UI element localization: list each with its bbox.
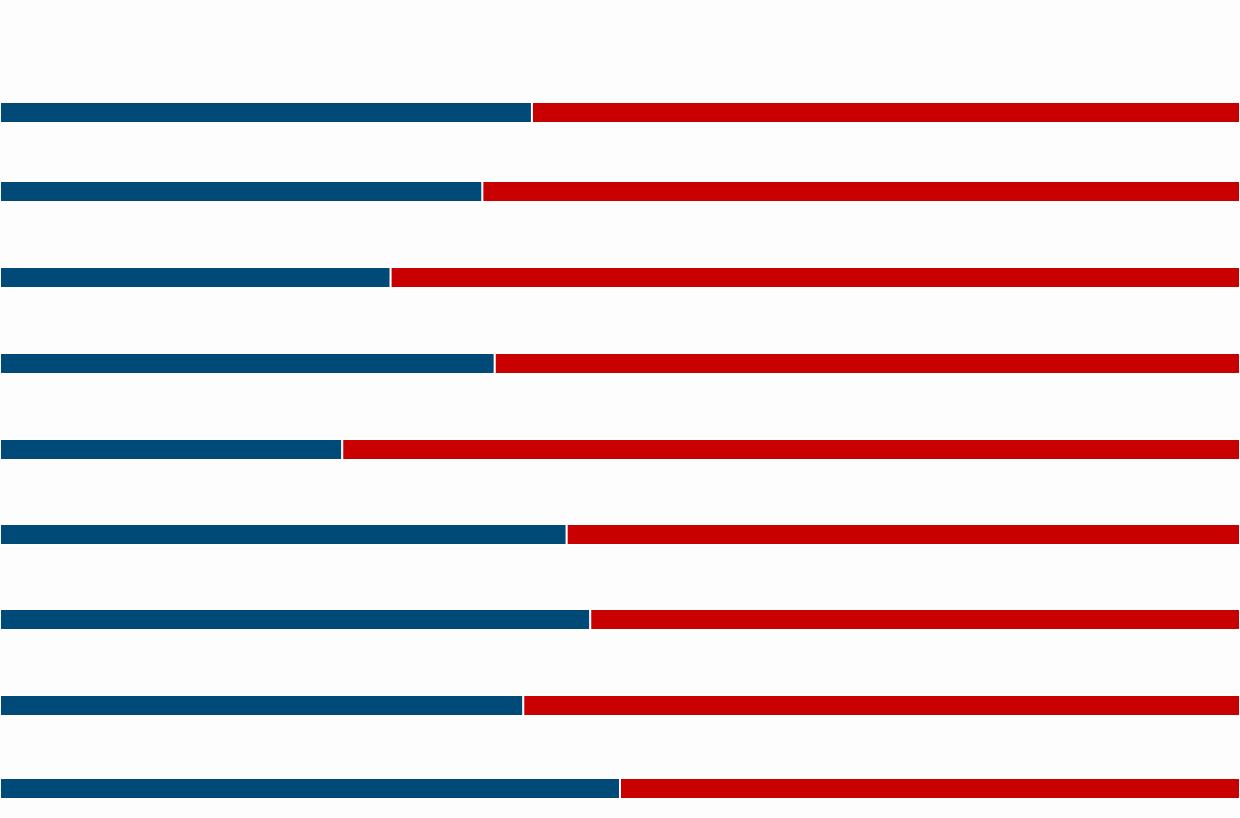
bar-segment-row-8-series-1 [0,694,525,717]
bar-row-3 [0,266,1240,289]
bar-segment-row-6-series-1 [0,523,568,546]
bar-segment-row-7-series-2 [589,608,1240,631]
bar-row-5 [0,438,1240,461]
bar-segment-row-8-series-2 [522,694,1240,717]
bar-row-6 [0,523,1240,546]
bar-segment-row-9-series-1 [0,777,621,800]
bar-row-9 [0,777,1240,800]
bar-row-4 [0,352,1240,375]
bar-segment-row-2-series-1 [0,180,484,203]
bar-row-2 [0,180,1240,203]
bar-segment-row-1-series-1 [0,101,533,124]
bar-segment-row-5-series-1 [0,438,344,461]
bar-segment-row-4-series-2 [493,352,1240,375]
bar-row-8 [0,694,1240,717]
bar-segment-row-6-series-2 [565,523,1240,546]
bar-segment-row-7-series-1 [0,608,592,631]
bar-segment-row-9-series-2 [619,777,1240,800]
bar-segment-row-1-series-2 [530,101,1240,124]
bar-segment-row-2-series-2 [481,180,1240,203]
bar-row-1 [0,101,1240,124]
bar-segment-row-4-series-1 [0,352,496,375]
bar-segment-row-3-series-2 [389,266,1240,289]
bar-segment-row-5-series-2 [341,438,1240,461]
bar-row-7 [0,608,1240,631]
bar-segment-row-3-series-1 [0,266,392,289]
